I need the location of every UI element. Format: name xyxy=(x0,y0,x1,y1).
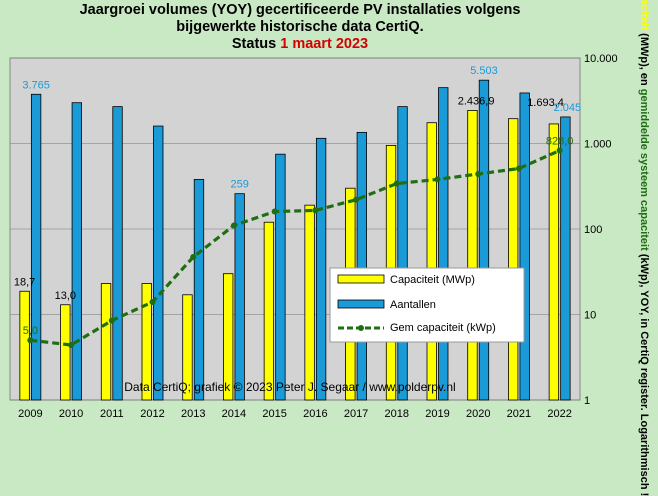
bar-aantallen xyxy=(193,179,205,401)
x-tick-label: 2017 xyxy=(344,408,368,420)
x-tick-label: 2012 xyxy=(140,408,164,420)
chart-annotation: Data CertiQ; grafiek © 2023 Peter J. Seg… xyxy=(124,380,455,394)
legend-swatch-aantallen xyxy=(337,299,385,309)
data-label: 259 xyxy=(230,179,248,191)
x-tick-label: 2013 xyxy=(181,408,205,420)
data-label: 2.045 xyxy=(554,102,582,114)
bar-aantallen xyxy=(153,125,164,401)
y-tick-label: 1.000 xyxy=(584,139,612,151)
y-axis-label-part: capaciteit xyxy=(638,0,650,31)
bar-capaciteit xyxy=(182,294,193,401)
bar-aantallen xyxy=(112,106,123,401)
point-gem-capaciteit xyxy=(149,299,156,306)
legend: Capaciteit (MWp) Aantallen Gem capacitei… xyxy=(329,267,525,343)
bar-aantallen xyxy=(519,92,530,401)
data-label: 5,0 xyxy=(23,325,38,337)
bar-capaciteit xyxy=(508,118,519,401)
bar-aantallen xyxy=(478,79,490,401)
title-status-prefix: Status xyxy=(231,36,281,52)
point-gem-capaciteit xyxy=(271,208,278,215)
y-tick-label: 10.000 xyxy=(584,53,618,65)
bar-aantallen xyxy=(560,116,571,401)
chart-title-line3: Status 1 maart 2023 xyxy=(0,36,600,52)
bar-capaciteit xyxy=(548,123,560,401)
x-tick-label: 2018 xyxy=(385,408,409,420)
point-gem-capaciteit xyxy=(312,207,319,214)
point-gem-capaciteit xyxy=(393,180,400,187)
bar-aantallen xyxy=(315,137,327,401)
x-tick-label: 2022 xyxy=(547,408,571,420)
point-gem-capaciteit xyxy=(434,176,441,183)
bar-aantallen xyxy=(397,106,408,401)
x-tick-label: 2015 xyxy=(262,408,286,420)
y-tick-label: 10 xyxy=(584,310,596,322)
bar-aantallen xyxy=(438,87,449,401)
data-label: 2.436,9 xyxy=(458,95,495,107)
y-axis-label-part: gemiddelde systeem capaciteit xyxy=(638,88,650,251)
data-label: 1.693,4 xyxy=(527,97,564,109)
point-gem-capaciteit xyxy=(108,317,115,324)
chart-title-line2: bijgewerkte historische data CertiQ. xyxy=(176,19,424,35)
x-tick-label: 2020 xyxy=(466,408,490,420)
point-gem-capaciteit xyxy=(515,165,522,172)
title-status-date: 1 maart 2023 xyxy=(280,36,369,52)
y-axis-label-part: (MWp), en xyxy=(638,30,650,89)
x-tick-label: 2014 xyxy=(222,408,246,420)
bar-capaciteit xyxy=(304,204,315,401)
legend-marker-gem xyxy=(358,325,364,331)
bar-capaciteit xyxy=(100,283,112,401)
y-axis-label-part: (kWp), YOY, in CertiQ register. Logarith… xyxy=(638,250,650,496)
bar-capaciteit xyxy=(19,290,30,401)
chart-plot: 18,7 13,0 2.436,9 1.693,4 3.765 259 5.503 2.045… xyxy=(9,53,618,420)
data-label: 13,0 xyxy=(55,290,76,302)
legend-swatch-capaciteit xyxy=(337,274,385,284)
bar-capaciteit xyxy=(467,110,478,401)
line-gem-capaciteit xyxy=(30,149,561,347)
point-gem-capaciteit xyxy=(230,222,237,229)
bar-aantallen xyxy=(275,153,286,401)
x-tick-label: 2016 xyxy=(303,408,327,420)
bar-capaciteit xyxy=(426,122,437,401)
bar-aantallen xyxy=(234,193,245,401)
x-tick-label: 2019 xyxy=(425,408,449,420)
bar-capaciteit xyxy=(60,304,71,401)
x-tick-label: 2009 xyxy=(18,408,42,420)
bar-capaciteit xyxy=(263,221,275,401)
point-gem-capaciteit xyxy=(27,337,34,344)
data-label: 18,7 xyxy=(14,276,35,288)
point-gem-capaciteit xyxy=(190,254,197,261)
point-gem-capaciteit xyxy=(475,170,482,177)
y-tick-label: 100 xyxy=(584,224,602,236)
legend-label-aantallen: Aantallen xyxy=(390,299,436,311)
data-label: 828,0 xyxy=(546,136,574,148)
point-gem-capaciteit xyxy=(68,341,75,348)
legend-label-capaciteit: Capaciteit (MWp) xyxy=(390,274,475,286)
data-label: 5.503 xyxy=(470,65,498,77)
bar-aantallen xyxy=(356,131,367,401)
y-tick-label: 1 xyxy=(584,395,590,407)
point-gem-capaciteit xyxy=(353,196,360,203)
bar-aantallen xyxy=(71,102,82,401)
chart-title-line1: Jaargroei volumes (YOY) gecertificeerde … xyxy=(79,2,521,18)
data-label: 3.765 xyxy=(22,79,50,91)
legend-label-gem: Gem capaciteit (kWp) xyxy=(390,322,496,334)
bar-capaciteit xyxy=(223,273,234,401)
point-gem-capaciteit xyxy=(556,147,563,154)
x-tick-label: 2021 xyxy=(507,408,531,420)
bar-capaciteit xyxy=(141,283,152,401)
y-axis-label: Aantallen, capaciteit (MWp), en gemiddel… xyxy=(638,0,650,496)
x-tick-label: 2010 xyxy=(59,408,83,420)
x-tick-label: 2011 xyxy=(100,408,124,420)
bar-aantallen xyxy=(30,93,42,401)
